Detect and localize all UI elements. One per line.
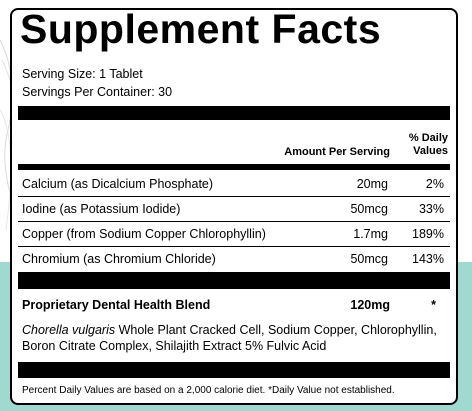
daily-value-header-line2: Values [413,145,448,157]
serving-size: Serving Size: 1 Tablet [22,67,143,81]
nutrient-amount: 50mcg [350,202,388,216]
nutrient-name: Copper (from Sodium Copper Chlorophyllin… [22,227,266,241]
servings-per-container: Servings Per Container: 30 [22,85,173,99]
nutrient-row: Copper (from Sodium Copper Chlorophyllin… [18,222,450,246]
row-divider [18,221,450,222]
nutrient-name: Chromium (as Chromium Chloride) [22,252,216,266]
nutrient-amount: 20mg [356,177,388,191]
blend-ingredients: Chorella vulgaris Whole Plant Cracked Ce… [22,322,448,354]
nutrient-row: Chromium (as Chromium Chloride) 50mcg 14… [18,247,450,271]
nutrient-daily-value: 33% [418,202,444,216]
supplement-facts-panel: Supplement Facts Serving Size: 1 Tablet … [10,8,458,405]
medium-divider [18,164,450,170]
nutrient-row: Calcium (as Dicalcium Phosphate) 20mg 2% [18,172,450,196]
nutrient-name: Iodine (as Potassium Iodide) [22,202,181,216]
nutrient-daily-value: 143% [412,252,444,266]
panel-title: Supplement Facts [20,8,382,52]
blend-amount: 120mg [350,298,390,312]
ingredient-italic-lead: Chorella vulgaris [22,323,116,337]
amount-per-serving-header: Amount Per Serving [284,146,390,158]
nutrient-daily-value: 2% [425,177,444,191]
row-divider [18,196,450,197]
blend-name: Proprietary Dental Health Blend [22,298,211,312]
nutrient-amount: 1.7mg [353,227,388,241]
nutrient-amount: 50mcg [350,252,388,266]
nutrient-row: Iodine (as Potassium Iodide) 50mcg 33% [18,197,450,221]
nutrient-name: Calcium (as Dicalcium Phosphate) [22,177,214,191]
daily-value-header: % Daily Values [409,132,448,158]
row-divider [18,246,450,247]
blend-daily-value: * [431,298,436,312]
thick-divider [18,106,450,120]
ingredient-list: Whole Plant Cracked Cell, Sodium Copper,… [22,323,437,353]
footnote: Percent Daily Values are based on a 2,00… [22,385,395,396]
nutrient-daily-value: 189% [412,227,444,241]
thick-divider [18,362,450,378]
thick-divider [18,272,450,289]
proprietary-blend-row: Proprietary Dental Health Blend 120mg * [18,296,450,316]
daily-value-header-line1: % Daily [408,132,448,144]
